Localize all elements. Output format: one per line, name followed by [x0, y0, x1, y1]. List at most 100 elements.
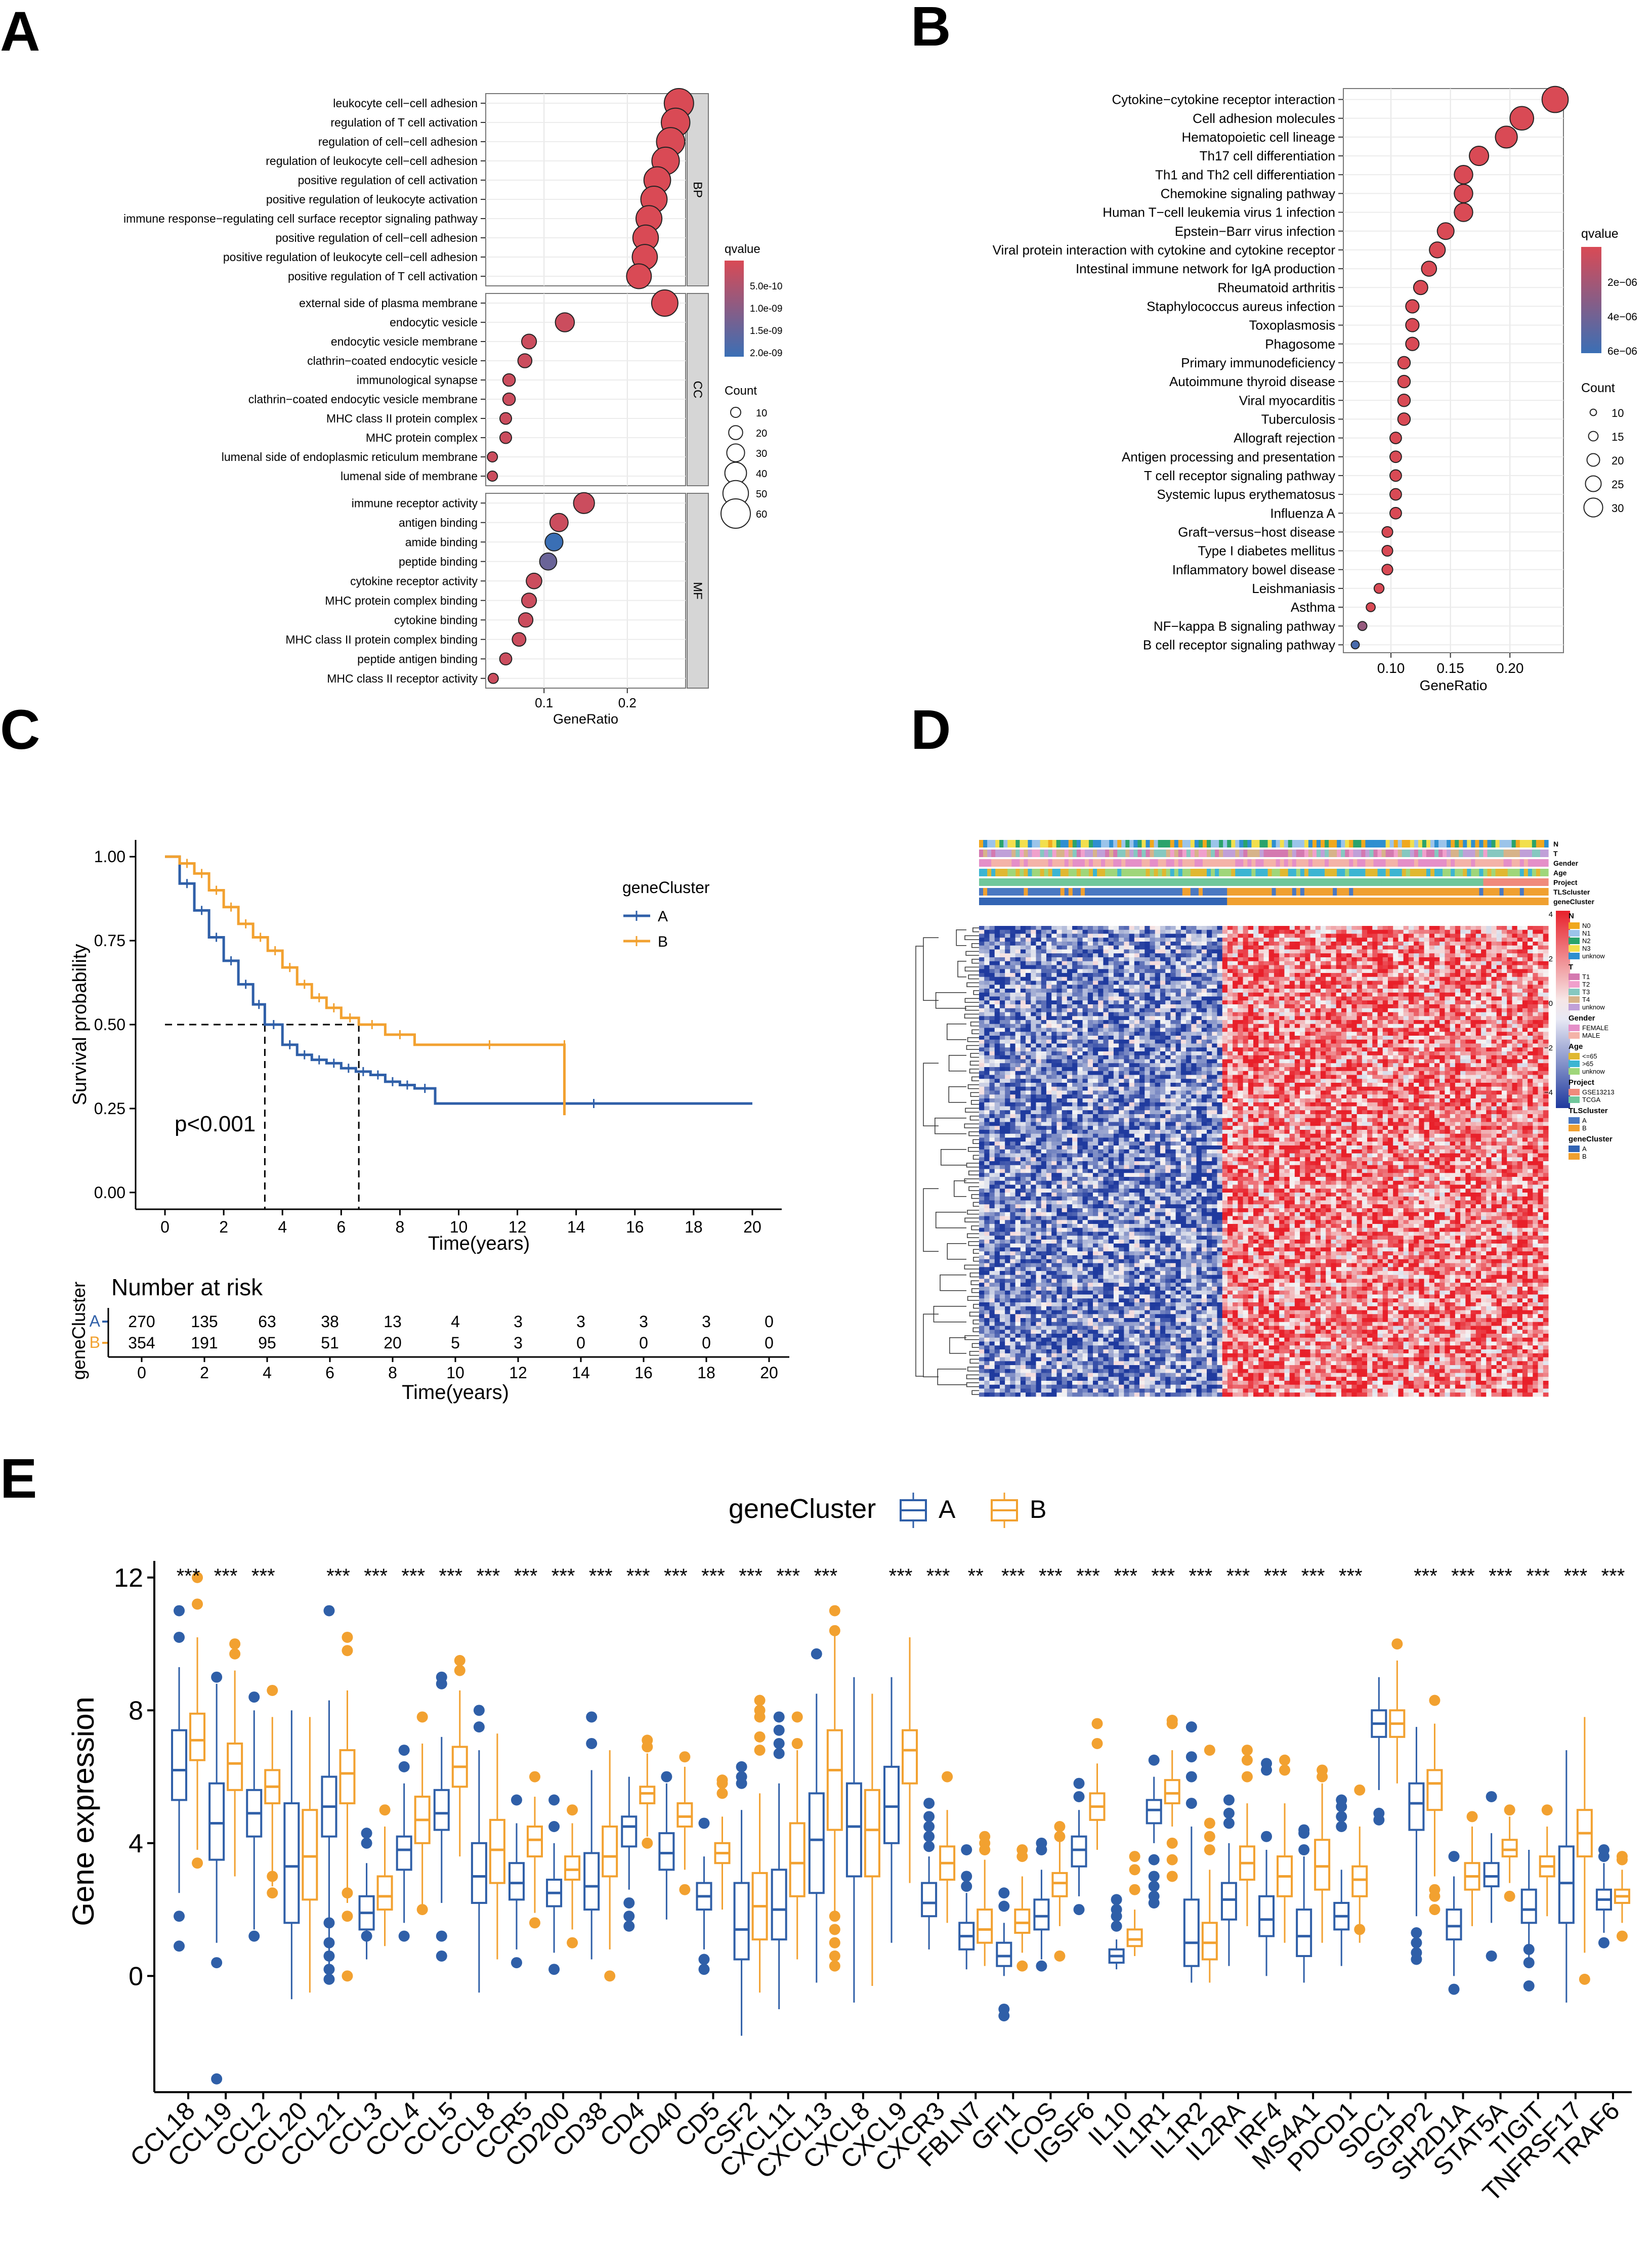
annotation-cell	[1373, 898, 1378, 905]
facet-panel-cc	[485, 293, 686, 486]
heatmap-cell	[1062, 1039, 1068, 1044]
heatmap-cell	[989, 1024, 995, 1028]
annotation-cell	[1137, 898, 1142, 905]
heatmap-cell	[1041, 985, 1047, 989]
heatmap-cell	[1496, 1024, 1502, 1028]
heatmap-cell	[1067, 953, 1073, 958]
heatmap-cell	[1056, 929, 1063, 934]
heatmap-cell	[1460, 926, 1466, 930]
heatmap-cell	[1051, 1012, 1057, 1016]
heatmap-cell	[1077, 989, 1083, 993]
heatmap-cell	[1207, 1004, 1212, 1009]
heatmap-cell	[1300, 1000, 1305, 1005]
heatmap-cell	[1382, 965, 1388, 969]
x-tick-label: 0	[160, 1218, 170, 1236]
risk-count: 0	[639, 1334, 648, 1352]
heatmap-cell	[1227, 938, 1233, 942]
heatmap-cell	[1445, 961, 1451, 965]
heatmap-cell	[1212, 989, 1217, 993]
heatmap-cell	[1150, 1051, 1156, 1056]
heatmap-cell	[1341, 1016, 1347, 1021]
heatmap-cell	[1331, 965, 1337, 969]
heatmap-cell	[1501, 973, 1507, 978]
heatmap-cell	[1180, 942, 1187, 946]
heatmap-cell	[1362, 1004, 1368, 1009]
heatmap-cell	[1056, 977, 1063, 981]
heatmap-cell	[1212, 1039, 1217, 1044]
heatmap-cell	[1165, 989, 1171, 993]
heatmap-cell	[1460, 965, 1466, 969]
annotation-cell	[1333, 898, 1337, 905]
heatmap-cell	[1082, 1000, 1088, 1005]
annotation-cell	[1430, 878, 1435, 886]
survival-plot: 0.000.250.500.751.000 2 4 6 8 10 12 14 16 18 20Tim…	[68, 840, 789, 1404]
count-legend-circle	[730, 407, 741, 418]
heatmap-cell	[1528, 945, 1533, 950]
heatmap-cell	[1015, 992, 1021, 997]
heatmap-cell	[1274, 973, 1280, 978]
annotation-cell	[1003, 898, 1008, 905]
heatmap-cell	[1191, 1012, 1197, 1016]
heatmap-cell	[1528, 992, 1533, 997]
heatmap-cell	[1015, 1028, 1021, 1032]
annotation-cell	[1093, 898, 1097, 905]
heatmap-cell	[1414, 934, 1419, 938]
heatmap-cell	[1372, 1028, 1378, 1032]
annotation-row-label: geneCluster	[1553, 898, 1594, 906]
annotation-cell	[1515, 898, 1520, 905]
heatmap-cell	[1015, 961, 1021, 965]
heatmap-cell	[1331, 1024, 1337, 1028]
annotation-cell	[1365, 859, 1370, 867]
heatmap-cell	[1041, 1000, 1047, 1005]
annotation-cell	[1036, 859, 1041, 867]
heatmap-cell	[1460, 989, 1466, 993]
annotation-cell	[1243, 840, 1248, 847]
heatmap-cell	[1465, 942, 1471, 946]
heatmap-cell	[1445, 1008, 1451, 1012]
dot-point	[487, 471, 498, 482]
heatmap-cell	[1501, 969, 1507, 973]
heatmap-cell	[1362, 965, 1368, 969]
heatmap-cell	[1496, 973, 1502, 978]
heatmap-cell	[1036, 1020, 1042, 1025]
heatmap-cell	[1175, 961, 1181, 965]
annotation-cell	[1422, 869, 1427, 876]
risk-count: 3	[639, 1312, 648, 1331]
annotation-cell	[1015, 869, 1020, 876]
heatmap-cell	[1408, 929, 1414, 934]
heatmap-cell	[1124, 953, 1130, 958]
heatmap-cell	[1470, 996, 1476, 1001]
heatmap-cell	[1201, 1047, 1207, 1052]
annotation-cell	[1154, 869, 1159, 876]
heatmap-cell	[1082, 1043, 1088, 1048]
heatmap-cell	[1274, 996, 1280, 1001]
heatmap-cell	[1341, 965, 1347, 969]
heatmap-cell	[1139, 1012, 1145, 1016]
heatmap-cell	[1051, 949, 1057, 954]
heatmap-cell	[1207, 1000, 1212, 1005]
heatmap-cell	[1222, 1039, 1228, 1044]
heatmap-cell	[1538, 1032, 1544, 1036]
heatmap-cell	[1491, 1024, 1497, 1028]
heatmap-cell	[1294, 945, 1300, 950]
annotation-cell	[1024, 859, 1029, 867]
annotation-cell	[1207, 869, 1211, 876]
heatmap-cell	[1238, 929, 1244, 934]
annotation-cell	[1523, 898, 1529, 905]
heatmap-cell	[1387, 1043, 1393, 1048]
heatmap-cell	[1517, 934, 1523, 938]
annotation-cell	[1198, 850, 1203, 857]
heatmap-cell	[1207, 992, 1212, 997]
annotation-cell	[1349, 878, 1353, 886]
annotation-cell	[1276, 859, 1281, 867]
heatmap-cell	[1393, 961, 1399, 965]
annotation-cell	[1088, 859, 1093, 867]
annotation-cell	[1544, 878, 1549, 886]
heatmap-cell	[1470, 926, 1476, 930]
heatmap-cell	[1103, 969, 1109, 973]
annotation-cell	[1385, 878, 1390, 886]
annotation-cell	[1101, 850, 1106, 857]
annotation-cell	[1162, 888, 1167, 896]
panel-label-c: C	[0, 699, 40, 761]
heatmap-cell	[1062, 1024, 1068, 1028]
